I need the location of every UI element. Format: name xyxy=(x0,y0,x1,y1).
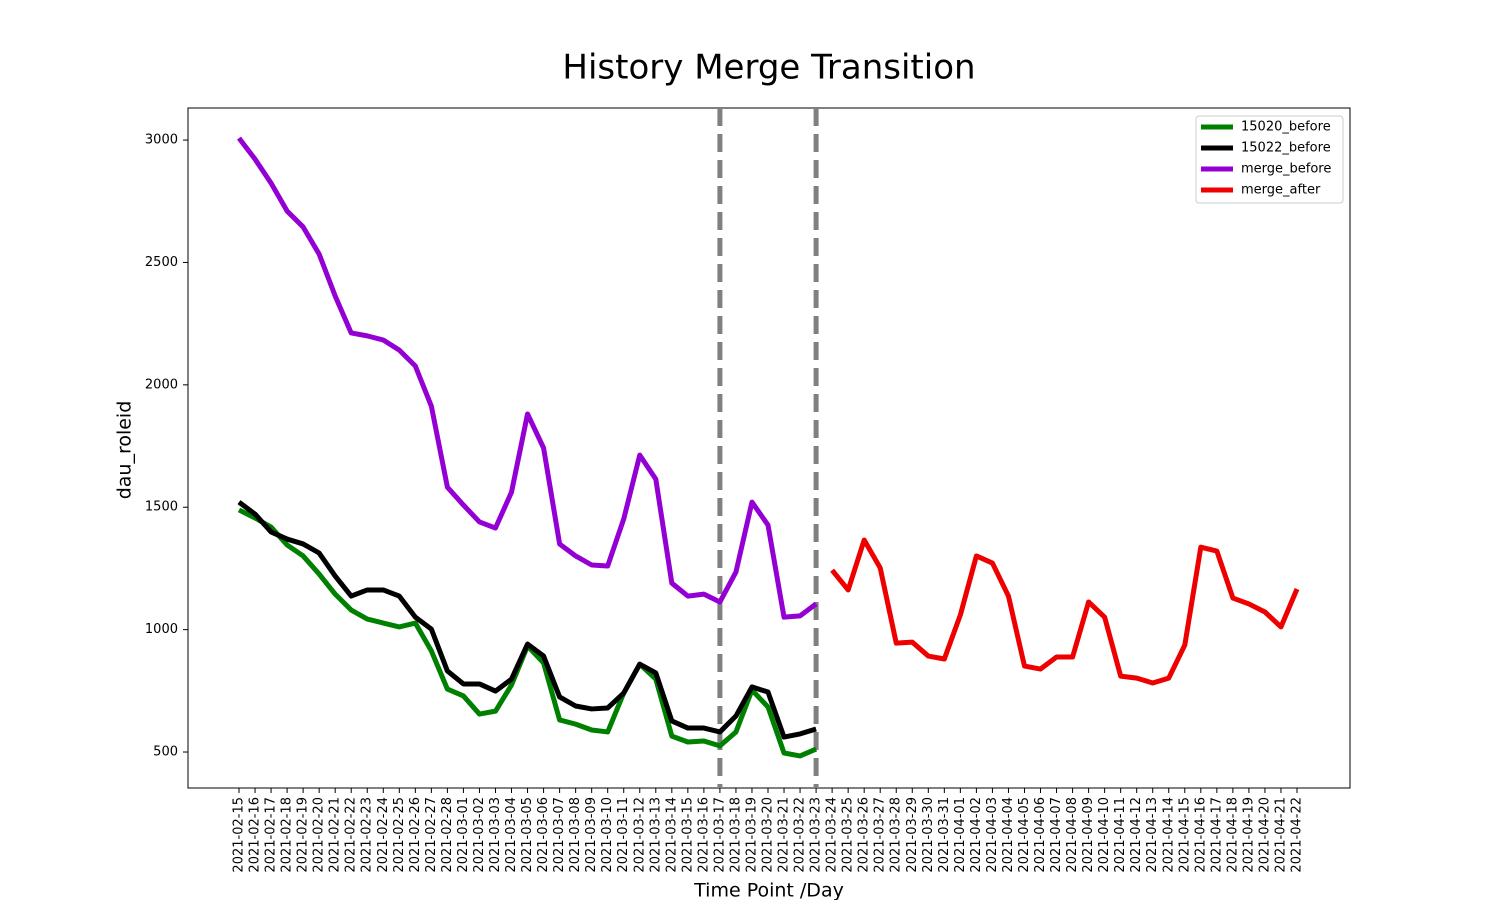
x-tick-label: 2021-04-14 xyxy=(1161,797,1176,873)
x-tick-label: 2021-04-22 xyxy=(1290,797,1305,873)
x-tick-label: 2021-04-04 xyxy=(1001,797,1016,873)
x-tick-label: 2021-03-25 xyxy=(841,797,856,873)
x-tick-label: 2021-04-11 xyxy=(1113,797,1128,873)
x-tick-label: 2021-02-26 xyxy=(408,797,423,873)
x-tick-label: 2021-02-27 xyxy=(424,797,439,873)
x-tick-label: 2021-03-06 xyxy=(536,797,551,873)
x-tick-label: 2021-03-22 xyxy=(793,797,808,873)
x-tick-label: 2021-03-07 xyxy=(552,797,567,873)
x-tick-label: 2021-04-07 xyxy=(1049,797,1064,873)
x-tick-label: 2021-03-30 xyxy=(921,797,936,873)
legend-label: 15022_before xyxy=(1241,141,1331,156)
x-tick-label: 2021-04-19 xyxy=(1241,797,1256,873)
x-tick-label: 2021-03-21 xyxy=(777,797,792,873)
x-tick-label: 2021-02-18 xyxy=(280,797,295,873)
y-tick-label: 500 xyxy=(153,745,178,760)
legend-label: merge_after xyxy=(1241,183,1321,198)
x-tick-label: 2021-02-25 xyxy=(392,797,407,873)
x-axis-label: Time Point /Day xyxy=(693,880,844,900)
series-line xyxy=(237,500,817,740)
y-tick-label: 1000 xyxy=(145,622,178,637)
x-tick-label: 2021-02-28 xyxy=(440,797,455,873)
x-tick-label: 2021-04-17 xyxy=(1209,797,1224,873)
x-tick-label: 2021-03-19 xyxy=(744,797,759,873)
x-tick-label: 2021-02-22 xyxy=(344,797,359,873)
x-tick-label: 2021-03-28 xyxy=(889,797,904,873)
x-tick-label: 2021-04-12 xyxy=(1129,797,1144,873)
x-tick-label: 2021-03-16 xyxy=(696,797,711,873)
legend-box xyxy=(1195,115,1344,204)
x-tick-label: 2021-04-16 xyxy=(1193,797,1208,873)
x-tick-label: 2021-03-24 xyxy=(825,797,840,873)
x-tick-label: 2021-03-13 xyxy=(648,797,663,873)
y-tick-label: 3000 xyxy=(145,133,178,148)
x-tick-label: 2021-04-15 xyxy=(1177,797,1192,873)
x-tick-label: 2021-03-03 xyxy=(488,797,503,873)
x-tick-label: 2021-02-17 xyxy=(264,797,279,873)
x-tick-label: 2021-04-13 xyxy=(1145,797,1160,873)
x-tick-label: 2021-04-10 xyxy=(1097,797,1112,873)
x-tick-label: 2021-03-08 xyxy=(568,797,583,873)
legend: 15020_before 15022_before merge_beforemerg… xyxy=(1195,115,1344,204)
x-tick-label: 2021-02-24 xyxy=(376,797,391,873)
x-tick-label: 2021-03-11 xyxy=(616,797,631,873)
x-tick-label: 2021-04-06 xyxy=(1033,797,1048,873)
x-tick-label: 2021-03-09 xyxy=(584,797,599,873)
x-tick-label: 2021-04-03 xyxy=(985,797,1000,873)
chart-title: History Merge Transition xyxy=(562,48,975,88)
x-tick-label: 2021-03-23 xyxy=(809,797,824,873)
y-tick-label: 1500 xyxy=(145,500,178,515)
x-tick-label: 2021-02-20 xyxy=(312,797,327,873)
x-tick-label: 2021-03-14 xyxy=(664,797,679,873)
y-tick-label: 2500 xyxy=(145,255,178,270)
x-tick-label: 2021-03-15 xyxy=(680,797,695,873)
x-tick-label: 2021-03-17 xyxy=(712,797,727,873)
x-tick-label: 2021-02-21 xyxy=(328,797,343,873)
x-tick-label: 2021-04-09 xyxy=(1081,797,1096,873)
x-tick-label: 2021-02-23 xyxy=(360,797,375,873)
x-tick-label: 2021-03-05 xyxy=(520,797,535,873)
x-tick-label: 2021-03-26 xyxy=(857,797,872,873)
x-tick-label: 2021-03-27 xyxy=(873,797,888,873)
x-tick-label: 2021-03-31 xyxy=(937,797,952,873)
x-tick-label: 2021-04-01 xyxy=(953,797,968,873)
x-tick-label: 2021-04-20 xyxy=(1257,797,1272,873)
x-tick-label: 2021-02-15 xyxy=(232,797,247,873)
x-tick-label: 2021-02-16 xyxy=(248,797,263,873)
x-tick-label: 2021-02-19 xyxy=(296,797,311,873)
x-tick-label: 2021-03-04 xyxy=(504,797,519,873)
legend-label: merge_before xyxy=(1241,162,1331,177)
x-tick-label: 2021-04-02 xyxy=(969,797,984,873)
x-tick-label: 2021-04-18 xyxy=(1225,797,1240,873)
series-line xyxy=(237,136,818,620)
x-tick-label: 2021-03-29 xyxy=(905,797,920,873)
legend-label: 15020_before xyxy=(1241,120,1331,135)
y-axis-label: dau_roleid xyxy=(114,401,136,500)
x-tick-label: 2021-03-12 xyxy=(632,797,647,873)
x-tick-label: 2021-04-05 xyxy=(1017,797,1032,873)
x-tick-label: 2021-03-01 xyxy=(456,797,471,873)
x-tick-label: 2021-03-20 xyxy=(761,797,776,873)
plot-frame xyxy=(187,107,1351,789)
x-tick-label: 2021-03-02 xyxy=(472,797,487,873)
series-line xyxy=(830,537,1300,686)
x-tick-label: 2021-04-21 xyxy=(1273,797,1288,873)
x-tick-label: 2021-03-10 xyxy=(600,797,615,873)
y-tick-label: 2000 xyxy=(145,377,178,392)
x-tick-label: 2021-03-18 xyxy=(728,797,743,873)
x-tick-label: 2021-04-08 xyxy=(1065,797,1080,873)
